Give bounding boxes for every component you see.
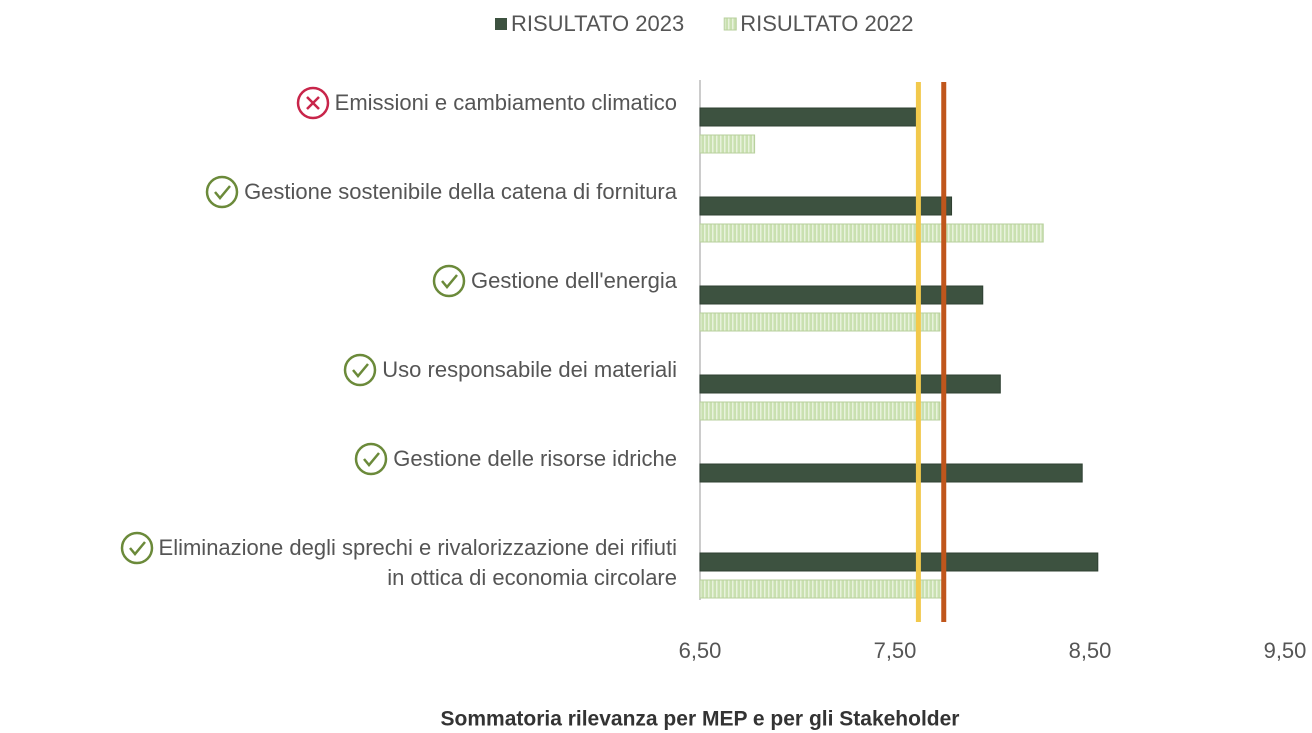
legend-swatch (495, 18, 507, 30)
status-icon (214, 185, 231, 200)
status-icon (352, 363, 369, 378)
bar (699, 401, 941, 421)
category-label: Gestione sostenibile della catena di for… (244, 179, 677, 204)
status-icon (120, 531, 154, 565)
bar (699, 134, 756, 154)
bar (699, 107, 917, 127)
legend-label: RISULTATO 2023 (511, 11, 684, 36)
bar (699, 463, 1083, 483)
x-tick-label: 9,50 (1264, 638, 1307, 663)
bar (699, 223, 1044, 243)
status-icon (306, 96, 320, 110)
status-icon (343, 353, 377, 387)
bar (699, 374, 1001, 394)
bar (699, 552, 1099, 572)
status-icon (296, 86, 330, 120)
status-icon (363, 452, 380, 467)
legend-swatch (723, 17, 737, 31)
bar (699, 579, 943, 599)
x-axis-title: Sommatoria rilevanza per MEP e per gli S… (441, 708, 960, 731)
status-icon (205, 175, 239, 209)
bar (699, 196, 953, 216)
category-label: Gestione dell'energia (470, 268, 677, 293)
status-icon (129, 541, 146, 556)
category-label: Emissioni e cambiamento climatico (334, 90, 677, 115)
category-label: Uso responsabile dei materiali (382, 357, 677, 382)
status-icon (432, 264, 466, 298)
status-icon (441, 274, 458, 289)
bar (699, 312, 941, 332)
category-label: Gestione delle risorse idriche (393, 446, 677, 471)
bar (699, 285, 984, 305)
x-tick-label: 7,50 (874, 638, 917, 663)
status-icon (354, 442, 388, 476)
legend-label: RISULTATO 2022 (740, 11, 913, 36)
category-label: Eliminazione degli sprechi e rivalorizza… (158, 535, 677, 590)
x-tick-label: 6,50 (679, 638, 722, 663)
x-tick-label: 8,50 (1069, 638, 1112, 663)
